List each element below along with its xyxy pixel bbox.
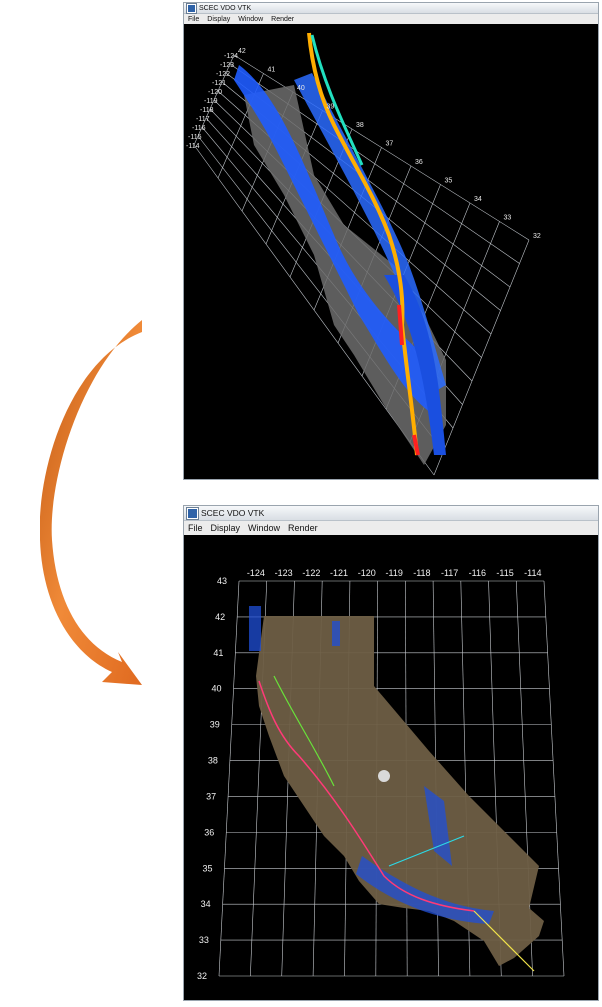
fault-trace-green xyxy=(273,675,335,787)
lon-tick-label: -119 xyxy=(386,568,403,578)
lon-tick-label: -124 xyxy=(224,53,238,60)
lat-tick-label: 40 xyxy=(297,85,305,92)
lat-tick-label: 36 xyxy=(415,159,423,166)
top-viewer-window: SCEC VDO VTK File Display Window Render … xyxy=(183,2,599,480)
lat-tick-label: 40 xyxy=(212,684,222,694)
grid-line xyxy=(433,239,530,476)
lat-tick-label: 32 xyxy=(533,233,541,240)
lat-tick-label: 42 xyxy=(215,612,225,622)
bottom-menu-bar: File Display Window Render xyxy=(184,521,598,535)
lat-tick-label: 38 xyxy=(356,122,364,129)
lat-tick-label: 32 xyxy=(197,971,207,981)
lon-tick-label: -116 xyxy=(192,125,206,132)
lon-tick-label: -121 xyxy=(330,568,348,578)
lon-tick-label: -120 xyxy=(358,568,376,578)
lat-tick-label: 38 xyxy=(208,756,218,766)
lon-tick-label: -115 xyxy=(188,134,202,141)
bottom-3d-viewport[interactable]: -124 -123 -122 -121 -120 -119 -118 -117 -116 -115… xyxy=(184,536,598,1000)
rotation-arrow xyxy=(40,320,142,685)
lat-tick-label: 39 xyxy=(210,720,220,730)
axis-labels: -124 -123 -122 -121 -120 -119 -118 -117 -116 -115… xyxy=(197,568,541,981)
lon-tick-label: -124 xyxy=(247,568,265,578)
grid-line xyxy=(218,580,240,977)
san-andreas-fault xyxy=(307,32,419,456)
lon-tick-label: -123 xyxy=(275,568,293,578)
menu-render[interactable]: Render xyxy=(288,523,318,533)
lat-tick-label: 37 xyxy=(386,141,394,148)
lon-tick-label: -114 xyxy=(186,143,200,150)
lon-tick-label: -122 xyxy=(216,71,230,78)
arrow-body xyxy=(40,320,142,685)
lon-tick-label: -119 xyxy=(204,98,218,105)
lon-tick-label: -118 xyxy=(200,107,214,114)
lon-tick-label: -118 xyxy=(413,568,430,578)
california-terrain xyxy=(256,616,544,966)
window-title: SCEC VDO VTK xyxy=(201,508,265,518)
lat-tick-label: 41 xyxy=(268,67,276,74)
lat-tick-label: 43 xyxy=(217,576,227,586)
app-icon xyxy=(187,3,196,13)
lon-tick-label: -115 xyxy=(496,568,513,578)
bottom-title-bar[interactable]: SCEC VDO VTK xyxy=(184,506,598,521)
menu-file[interactable]: File xyxy=(188,523,203,533)
lat-tick-label: 34 xyxy=(201,899,211,909)
window-title: SCEC VDO VTK xyxy=(199,4,252,12)
lon-tick-label: -117 xyxy=(196,116,210,123)
lat-tick-label: 35 xyxy=(445,178,453,185)
lat-tick-label: 39 xyxy=(327,104,335,111)
lake-tahoe-marker xyxy=(378,770,390,782)
bottom-viewer-window: SCEC VDO VTK File Display Window Render … xyxy=(183,505,599,1001)
lat-tick-label: 37 xyxy=(206,791,216,801)
fault-trace-green xyxy=(310,34,364,166)
lat-tick-label: 42 xyxy=(238,48,246,55)
app-icon xyxy=(187,507,198,519)
top-menu-bar: File Display Window Render xyxy=(184,14,598,24)
menu-display[interactable]: Display xyxy=(210,523,241,533)
lon-tick-label: -114 xyxy=(524,568,541,578)
lon-tick-label: -120 xyxy=(208,89,222,96)
lon-tick-label: -121 xyxy=(212,80,226,87)
top-3d-viewport[interactable]: 42 41 40 39 38 37 36 35 34 33 32 -124 -123 -122 -121 -1… xyxy=(184,25,598,479)
lat-tick-label: 33 xyxy=(199,935,209,945)
menu-window[interactable]: Window xyxy=(248,523,281,533)
fault-trace-red xyxy=(397,304,420,456)
lat-tick-label: 36 xyxy=(204,827,214,837)
lon-tick-label: -117 xyxy=(441,568,458,578)
fault-trace-cyan xyxy=(388,835,465,867)
lat-tick-label: 41 xyxy=(213,648,223,658)
menu-display[interactable]: Display xyxy=(207,15,231,23)
menu-render[interactable]: Render xyxy=(271,15,295,23)
lat-tick-label: 35 xyxy=(202,863,212,873)
menu-window[interactable]: Window xyxy=(238,15,264,23)
fault-trace-yellow xyxy=(473,910,535,972)
lon-tick-label: -123 xyxy=(220,62,234,69)
lon-tick-label: -116 xyxy=(469,568,486,578)
grid-line xyxy=(543,580,565,977)
lat-tick-label: 34 xyxy=(474,196,482,203)
axis-labels: 42 41 40 39 38 37 36 35 34 33 32 -124 -123 -122 -121 -1… xyxy=(186,48,541,240)
menu-file[interactable]: File xyxy=(188,15,200,23)
fault-surfaces xyxy=(234,65,446,455)
lat-tick-label: 33 xyxy=(504,215,512,222)
lon-tick-label: -122 xyxy=(302,568,320,578)
top-title-bar[interactable]: SCEC VDO VTK xyxy=(184,3,598,14)
fault-surfaces xyxy=(249,606,494,924)
san-andreas-fault xyxy=(258,680,475,912)
